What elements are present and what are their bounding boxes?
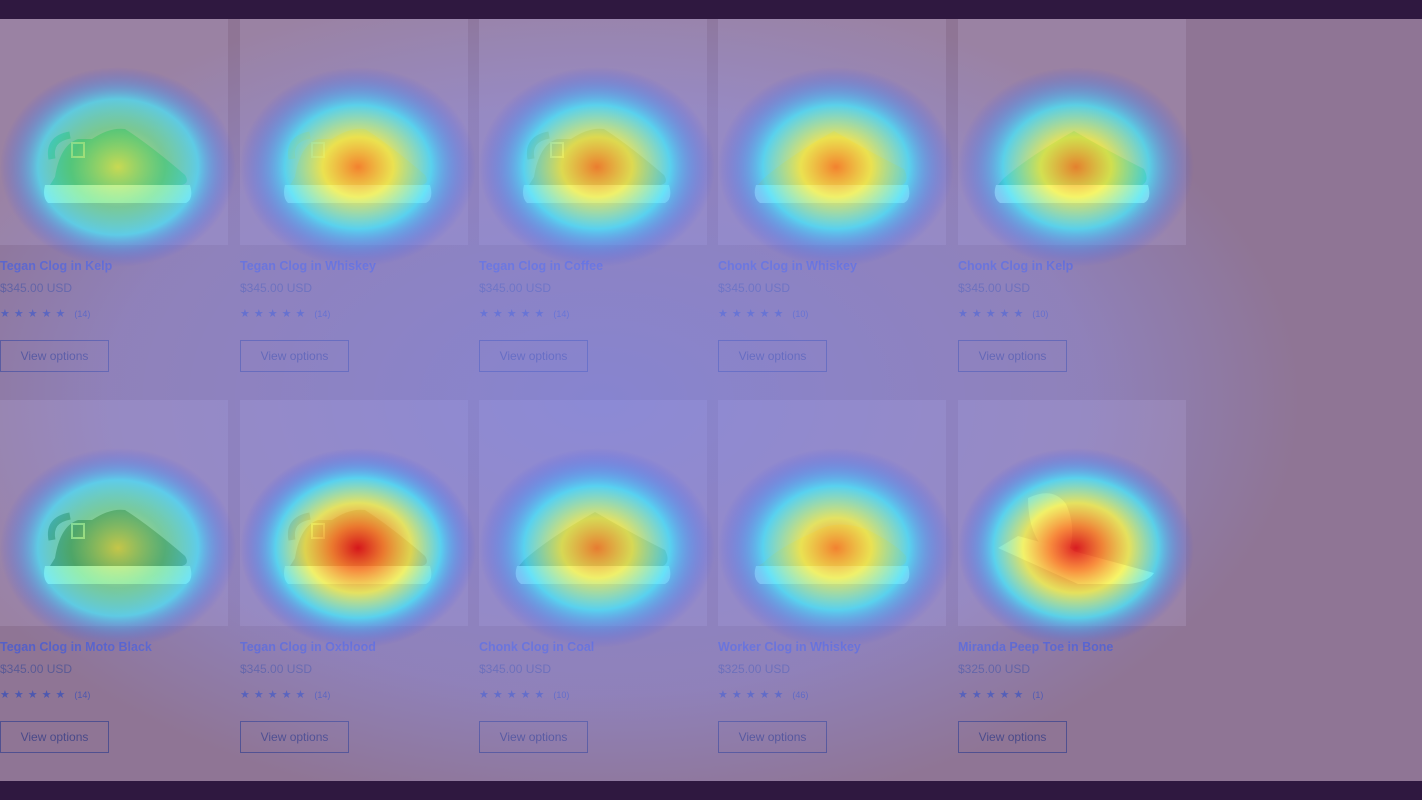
view-options-button[interactable]: View options xyxy=(0,340,109,372)
view-options-button[interactable]: View options xyxy=(240,721,349,753)
view-options-button[interactable]: View options xyxy=(479,340,588,372)
product-title[interactable]: Tegan Clog in Whiskey xyxy=(240,259,376,273)
rating: ★★★★★ (10) xyxy=(958,307,1048,320)
product-card-9[interactable]: Worker Clog in Whiskey $325.00 USD ★★★★★… xyxy=(718,400,946,770)
review-count: (1) xyxy=(1032,690,1044,700)
star-rating-icon: ★★★★★ xyxy=(0,308,70,320)
clog-shoe-icon xyxy=(523,128,671,203)
review-count: (46) xyxy=(792,690,809,700)
clog-shoe-icon xyxy=(284,509,432,584)
product-price: $325.00 USD xyxy=(958,662,1031,676)
view-options-button[interactable]: View options xyxy=(958,721,1067,753)
review-count: (14) xyxy=(74,309,91,319)
product-title[interactable]: Chonk Clog in Coal xyxy=(479,640,595,654)
review-count: (14) xyxy=(74,690,91,700)
product-card-6[interactable]: Tegan Clog in Moto Black $345.00 USD ★★★… xyxy=(0,400,228,770)
view-options-button[interactable]: View options xyxy=(718,340,827,372)
product-card-10[interactable]: Miranda Peep Toe in Bone $325.00 USD ★★★… xyxy=(958,400,1186,770)
product-image[interactable] xyxy=(958,19,1186,245)
product-image[interactable] xyxy=(240,400,468,626)
product-card-7[interactable]: Tegan Clog in Oxblood $345.00 USD ★★★★★ … xyxy=(240,400,468,770)
star-rating-icon: ★★★★★ xyxy=(479,689,549,701)
product-price: $345.00 USD xyxy=(0,281,73,295)
product-price: $325.00 USD xyxy=(718,662,791,676)
product-title[interactable]: Tegan Clog in Coffee xyxy=(479,259,604,273)
rating: ★★★★★ (14) xyxy=(479,307,569,320)
star-rating-icon: ★★★★★ xyxy=(958,689,1028,701)
product-image[interactable] xyxy=(479,400,707,626)
product-price: $345.00 USD xyxy=(718,281,791,295)
star-rating-icon: ★★★★★ xyxy=(958,308,1028,320)
product-title[interactable]: Tegan Clog in Kelp xyxy=(0,259,113,273)
view-options-button[interactable]: View options xyxy=(958,340,1067,372)
product-card-3[interactable]: Tegan Clog in Coffee $345.00 USD ★★★★★ (… xyxy=(479,19,707,389)
view-options-button[interactable]: View options xyxy=(240,340,349,372)
product-image[interactable] xyxy=(718,400,946,626)
product-image[interactable] xyxy=(479,19,707,245)
star-rating-icon: ★★★★★ xyxy=(718,308,788,320)
rating: ★★★★★ (14) xyxy=(0,307,90,320)
rating: ★★★★★ (10) xyxy=(718,307,808,320)
clog-shoe-icon xyxy=(998,493,1154,584)
star-rating-icon: ★★★★★ xyxy=(718,689,788,701)
product-grid-page: Tegan Clog in Kelp $345.00 USD ★★★★★ (14… xyxy=(0,19,1422,781)
star-rating-icon: ★★★★★ xyxy=(240,308,310,320)
clog-shoe-icon xyxy=(284,128,432,203)
product-card-1[interactable]: Tegan Clog in Kelp $345.00 USD ★★★★★ (14… xyxy=(0,19,228,389)
rating: ★★★★★ (1) xyxy=(958,688,1043,701)
product-price: $345.00 USD xyxy=(0,662,73,676)
clog-shoe-icon xyxy=(515,512,671,584)
view-options-button[interactable]: View options xyxy=(718,721,827,753)
rating: ★★★★★ (14) xyxy=(240,307,330,320)
rating: ★★★★★ (10) xyxy=(479,688,569,701)
review-count: (10) xyxy=(1032,309,1049,319)
product-image[interactable] xyxy=(240,19,468,245)
product-price: $345.00 USD xyxy=(479,281,552,295)
review-count: (10) xyxy=(792,309,809,319)
star-rating-icon: ★★★★★ xyxy=(240,689,310,701)
product-card-8[interactable]: Chonk Clog in Coal $345.00 USD ★★★★★ (10… xyxy=(479,400,707,770)
clog-shoe-icon xyxy=(44,509,192,584)
view-options-button[interactable]: View options xyxy=(479,721,588,753)
review-count: (14) xyxy=(314,690,331,700)
star-rating-icon: ★★★★★ xyxy=(479,308,549,320)
product-image[interactable] xyxy=(0,19,228,245)
product-price: $345.00 USD xyxy=(958,281,1031,295)
product-card-5[interactable]: Chonk Clog in Kelp $345.00 USD ★★★★★ (10… xyxy=(958,19,1186,389)
product-price: $345.00 USD xyxy=(240,281,313,295)
product-card-4[interactable]: Chonk Clog in Whiskey $345.00 USD ★★★★★ … xyxy=(718,19,946,389)
rating: ★★★★★ (14) xyxy=(240,688,330,701)
review-count: (14) xyxy=(314,309,331,319)
rating: ★★★★★ (46) xyxy=(718,688,808,701)
product-title[interactable]: Tegan Clog in Moto Black xyxy=(0,640,152,654)
product-title[interactable]: Chonk Clog in Whiskey xyxy=(718,259,857,273)
product-price: $345.00 USD xyxy=(479,662,552,676)
product-image[interactable] xyxy=(718,19,946,245)
product-title[interactable]: Worker Clog in Whiskey xyxy=(718,640,861,654)
product-image[interactable] xyxy=(0,400,228,626)
review-count: (14) xyxy=(553,309,570,319)
rating: ★★★★★ (14) xyxy=(0,688,90,701)
review-count: (10) xyxy=(553,690,570,700)
clog-shoe-icon xyxy=(44,128,192,203)
clog-shoe-icon xyxy=(754,131,910,203)
product-title[interactable]: Tegan Clog in Oxblood xyxy=(240,640,376,654)
clog-shoe-icon xyxy=(994,131,1150,203)
view-options-button[interactable]: View options xyxy=(0,721,109,753)
product-price: $345.00 USD xyxy=(240,662,313,676)
clog-shoe-icon xyxy=(754,524,910,584)
product-title[interactable]: Miranda Peep Toe in Bone xyxy=(958,640,1114,654)
product-card-2[interactable]: Tegan Clog in Whiskey $345.00 USD ★★★★★ … xyxy=(240,19,468,389)
star-rating-icon: ★★★★★ xyxy=(0,689,70,701)
product-image[interactable] xyxy=(958,400,1186,626)
product-title[interactable]: Chonk Clog in Kelp xyxy=(958,259,1074,273)
